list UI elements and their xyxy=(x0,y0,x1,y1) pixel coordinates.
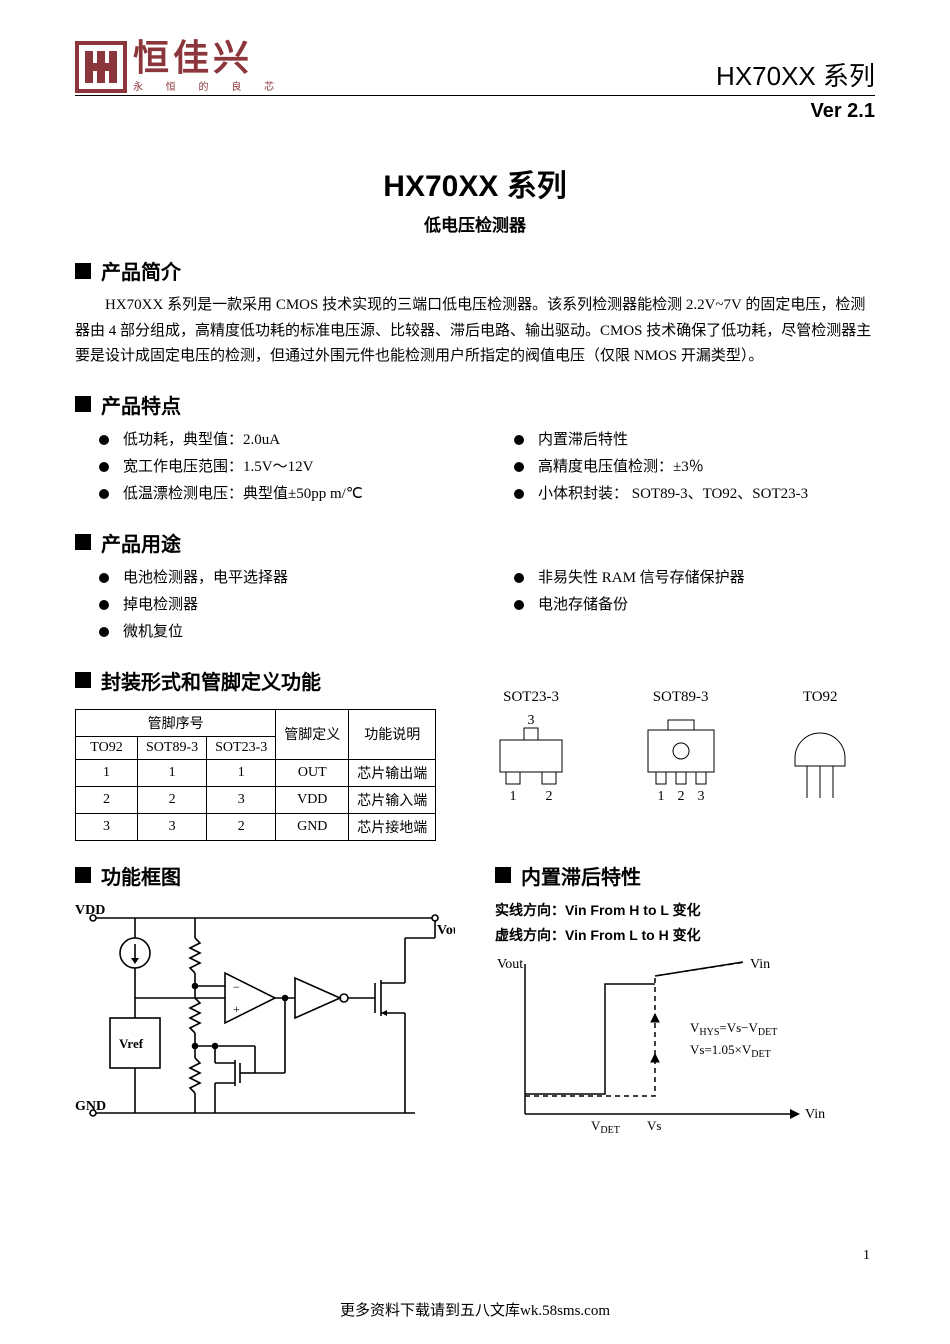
list-item: 非易失性 RAM 信号存储保护器 xyxy=(538,565,875,592)
list-item: 掉电检测器 xyxy=(123,592,460,619)
pkg-sot89: SOT89-3 1 2 3 xyxy=(636,689,726,810)
pin-table: 管脚序号 管脚定义 功能说明 TO92 SOT89-3 SOT23-3 1 1 … xyxy=(75,709,436,841)
block-diagram-icon: − + xyxy=(75,898,455,1128)
series-label: HX70XX 系列 xyxy=(716,56,875,93)
pin-col-def: 管脚定义 xyxy=(276,709,349,759)
diagram-row: 功能框图 xyxy=(75,847,875,1139)
list-item: 电池检测器，电平选择器 xyxy=(123,565,460,592)
list-item: 内置滞后特性 xyxy=(538,427,875,454)
features-left: 低功耗，典型值：2.0uA 宽工作电压范围：1.5V～12V 低温漂检测电压：典… xyxy=(75,427,460,508)
svg-text:3: 3 xyxy=(528,713,535,728)
vdd-label: VDD xyxy=(75,903,105,918)
title-block: HX70XX 系列 低电压检测器 xyxy=(75,161,875,236)
section-block-h: 功能框图 xyxy=(75,861,455,890)
vs-label: Vs xyxy=(647,1118,661,1133)
logo: 恒佳兴 永 恒 的 良 芯 xyxy=(75,40,284,93)
pin-col-group: 管脚序号 xyxy=(76,709,276,736)
footer-link: 更多资料下载请到五八文库wk.58sms.com xyxy=(0,1299,950,1320)
hys-eq1: VHYS=Vs−VDET xyxy=(690,1020,777,1038)
apps-left: 电池检测器，电平选择器 掉电检测器 微机复位 xyxy=(75,565,460,646)
logo-mark-icon xyxy=(75,41,127,93)
section-apps-h: 产品用途 xyxy=(75,528,875,557)
logo-text-main: 恒佳兴 xyxy=(133,40,284,76)
table-row: 管脚序号 管脚定义 功能说明 xyxy=(76,709,436,736)
table-row: 2 2 3 VDD 芯片输入端 xyxy=(76,786,436,813)
table-row: 1 1 1 OUT 芯片输出端 xyxy=(76,759,436,786)
vdet-label: VDET xyxy=(591,1118,620,1134)
section-hyst-h: 内置滞后特性 xyxy=(495,861,875,890)
table-row: 3 3 2 GND 芯片接地端 xyxy=(76,813,436,840)
vout-axis-label: Vout xyxy=(497,957,523,972)
pin-col-sot23: SOT23-3 xyxy=(207,736,276,759)
block-diagram-col: 功能框图 xyxy=(75,847,455,1139)
hysteresis-chart-icon: Vout Vin Vin VDET Vs VHYS=Vs−VDET Vs=1.0… xyxy=(495,954,855,1134)
page-number: 1 xyxy=(863,1248,870,1264)
pkg-label: TO92 xyxy=(803,689,838,705)
svg-text:1: 1 xyxy=(657,789,664,804)
list-item: 低温漂检测电压：典型值±50pp m/℃ xyxy=(123,481,460,508)
list-item: 小体积封装： SOT89-3、TO92、SOT23-3 xyxy=(538,481,875,508)
logo-text-sub: 永 恒 的 良 芯 xyxy=(133,78,284,93)
hyst-notes: 实线方向：Vin From H to L 变化 虚线方向：Vin From L … xyxy=(495,898,875,948)
to92-icon xyxy=(785,710,855,810)
svg-text:+: + xyxy=(233,1002,240,1016)
gnd-label: GND xyxy=(75,1099,106,1114)
list-item: 电池存储备份 xyxy=(538,592,875,619)
list-item: 高精度电压值检测：±3％ xyxy=(538,454,875,481)
sot89-icon: 1 2 3 xyxy=(636,710,726,810)
pin-col-to92: TO92 xyxy=(76,736,138,759)
apps-right: 非易失性 RAM 信号存储保护器 电池存储备份 xyxy=(490,565,875,646)
hys-eq2: Vs=1.05×VDET xyxy=(690,1042,771,1060)
svg-text:2: 2 xyxy=(677,789,684,804)
pin-col-func: 功能说明 xyxy=(349,709,436,759)
version-label: Ver 2.1 xyxy=(75,100,875,123)
list-item: 宽工作电压范围：1.5V～12V xyxy=(123,454,460,481)
svg-text:3: 3 xyxy=(697,789,704,804)
pkg-label: SOT23-3 xyxy=(503,689,559,705)
page-header: 恒佳兴 永 恒 的 良 芯 HX70XX 系列 xyxy=(75,40,875,96)
title-sub: 低电压检测器 xyxy=(75,211,875,236)
section-intro-h: 产品简介 xyxy=(75,256,875,285)
apps-columns: 电池检测器，电平选择器 掉电检测器 微机复位 非易失性 RAM 信号存储保护器 … xyxy=(75,565,875,646)
svg-text:2: 2 xyxy=(546,789,553,804)
vin-top-label: Vin xyxy=(750,957,770,972)
svg-text:−: − xyxy=(233,980,240,994)
pin-col-sot89: SOT89-3 xyxy=(138,736,207,759)
pkg-sot23: SOT23-3 3 1 2 xyxy=(486,689,576,810)
sot23-icon: 3 1 2 xyxy=(486,710,576,810)
features-right: 内置滞后特性 高精度电压值检测：±3％ 小体积封装： SOT89-3、TO92、… xyxy=(490,427,875,508)
vout-label: Vout xyxy=(437,923,455,938)
features-columns: 低功耗，典型值：2.0uA 宽工作电压范围：1.5V～12V 低温漂检测电压：典… xyxy=(75,427,875,508)
title-main: HX70XX 系列 xyxy=(75,161,875,205)
svg-text:1: 1 xyxy=(510,789,517,804)
hyst-note1: 实线方向：Vin From H to L 变化 xyxy=(495,898,875,923)
intro-paragraph: HX70XX 系列是一款采用 CMOS 技术实现的三端口低电压检测器。该系列检测… xyxy=(75,293,875,370)
pkg-to92: TO92 xyxy=(785,689,855,810)
package-row: 管脚序号 管脚定义 功能说明 TO92 SOT89-3 SOT23-3 1 1 … xyxy=(75,703,875,841)
pkg-label: SOT89-3 xyxy=(653,689,709,705)
hysteresis-col: 内置滞后特性 实线方向：Vin From H to L 变化 虚线方向：Vin … xyxy=(495,847,875,1139)
hyst-note2: 虚线方向：Vin From L to H 变化 xyxy=(495,923,875,948)
list-item: 低功耗，典型值：2.0uA xyxy=(123,427,460,454)
package-diagrams: SOT23-3 3 1 2 SOT89-3 1 2 xyxy=(466,689,875,810)
list-item: 微机复位 xyxy=(123,619,460,646)
vref-label: Vref xyxy=(119,1036,144,1051)
vin-axis-label: Vin xyxy=(805,1107,825,1122)
section-features-h: 产品特点 xyxy=(75,390,875,419)
